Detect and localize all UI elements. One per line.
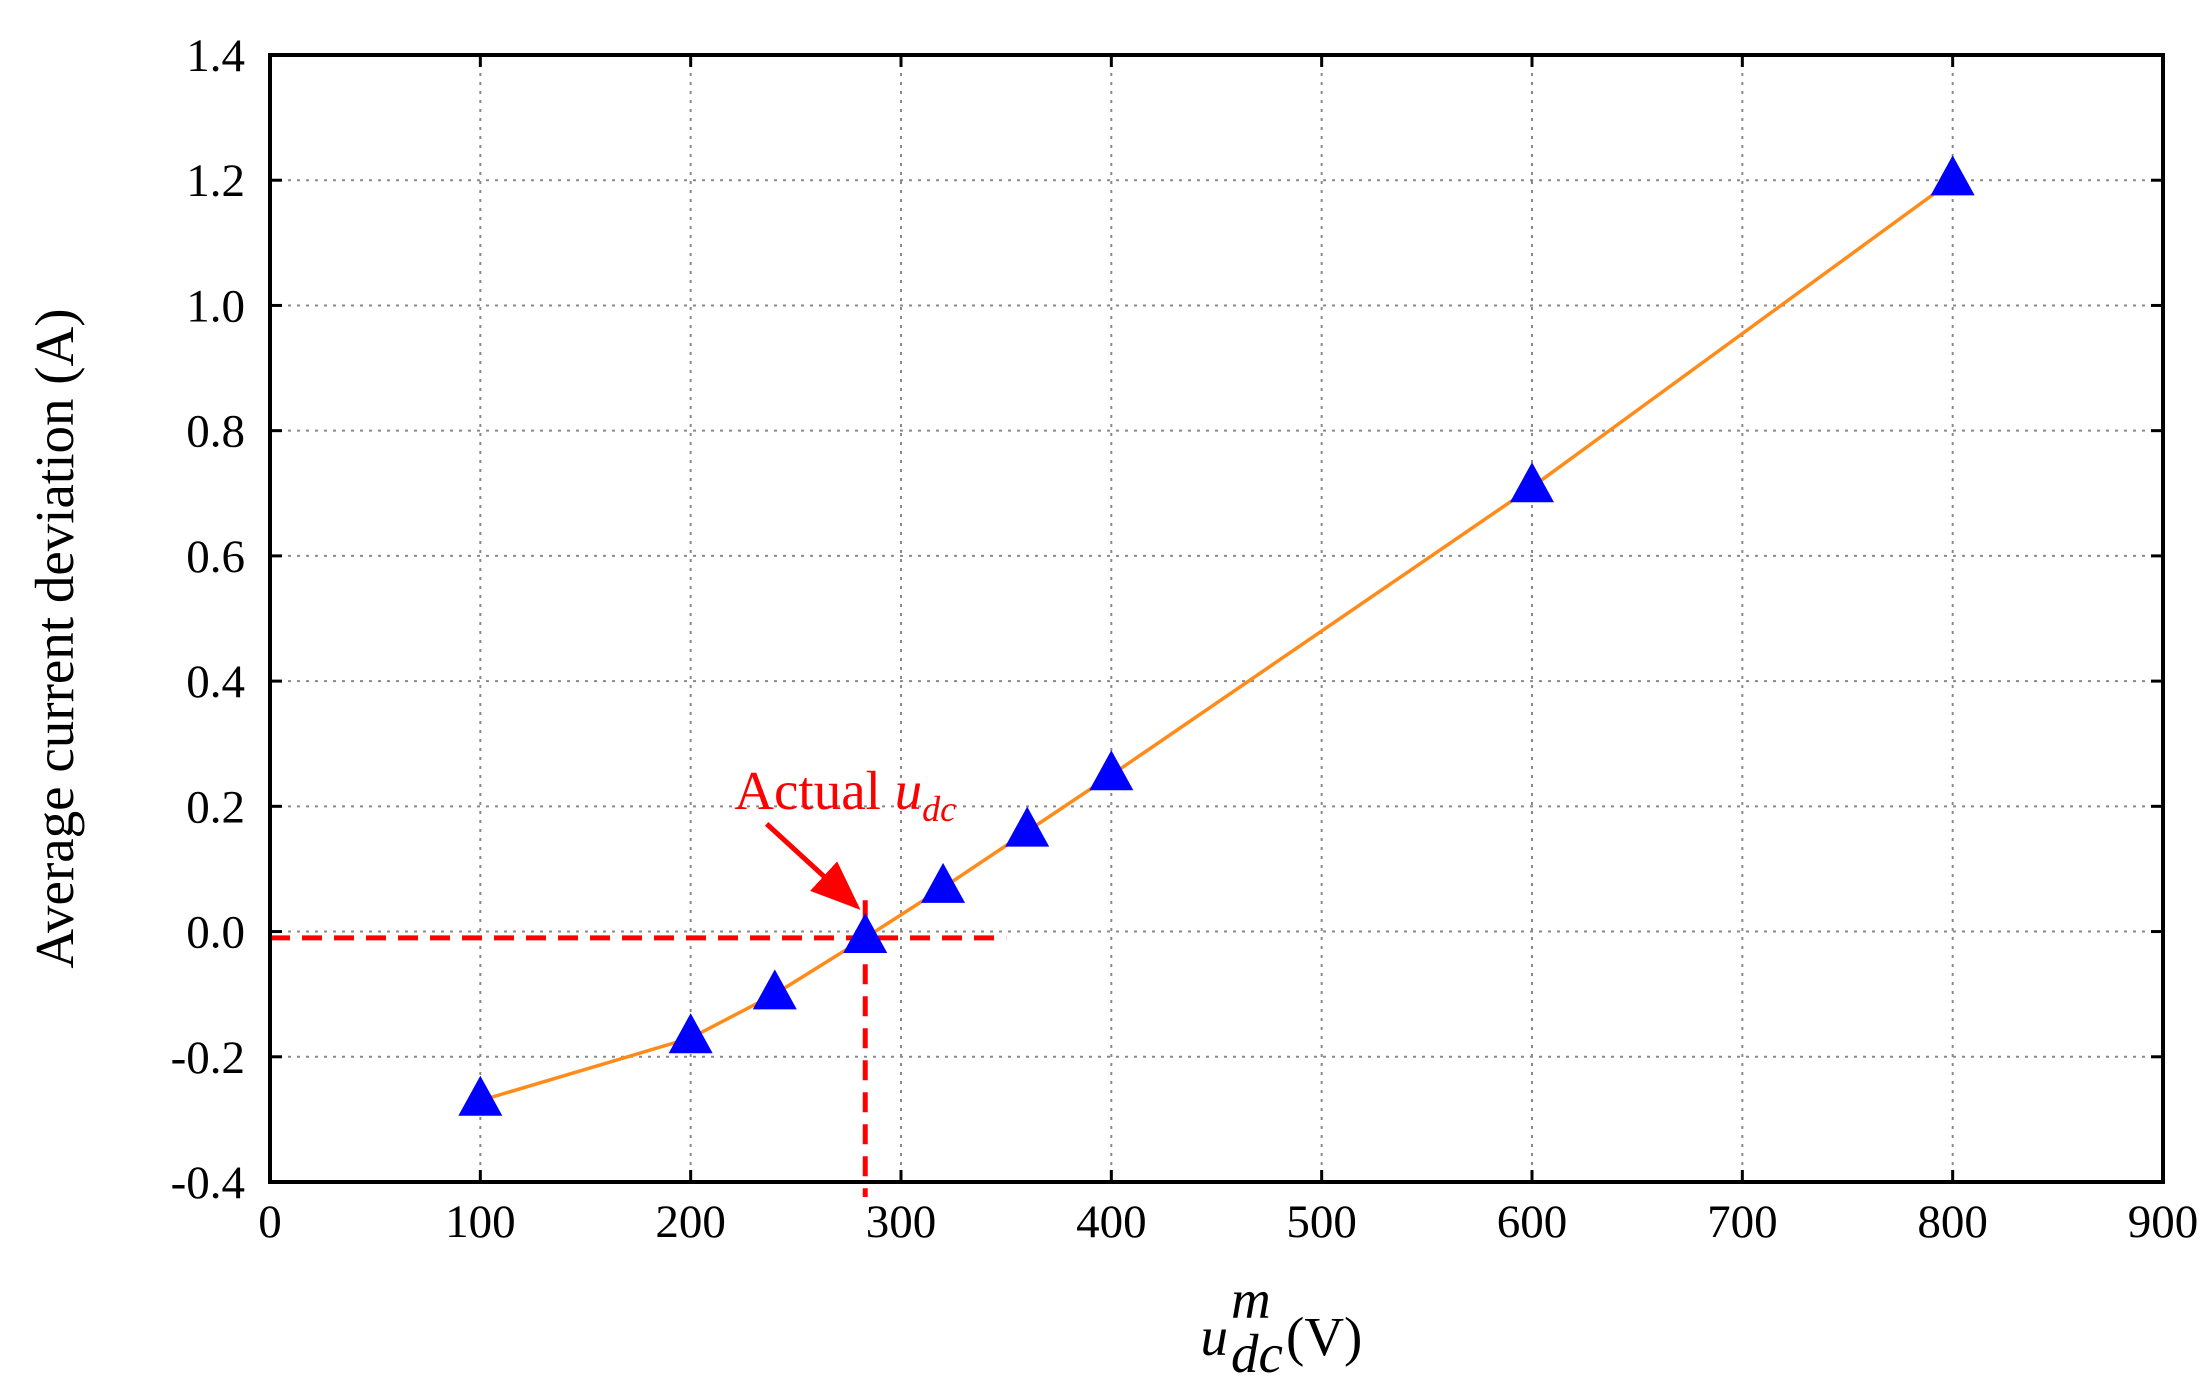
y-tick-label: 0.2: [186, 781, 245, 833]
x-tick-label: 200: [655, 1196, 726, 1248]
data-point-marker: [843, 913, 888, 954]
annotation-label-symbol: u: [895, 760, 923, 821]
y-tick-label: 0.8: [186, 406, 245, 458]
data-point-marker: [921, 862, 966, 903]
y-tick-label: -0.4: [171, 1157, 245, 1209]
reference-lines: [270, 900, 1007, 1197]
annotation-label-subscript: dc: [922, 789, 956, 829]
annotation-label: Actual udc: [734, 760, 956, 829]
data-point-marker: [1930, 155, 1975, 196]
x-axis-label-symbol: u: [1201, 1306, 1229, 1367]
x-axis-label-subscript: dc: [1231, 1323, 1283, 1384]
x-tick-label: 800: [1917, 1196, 1988, 1248]
y-axis-label: Average current deviation (A): [24, 308, 85, 968]
x-tick-label: 100: [445, 1196, 516, 1248]
axis-ticks: 0 100 200 300 400 500 600 700 800 900 -0.4 -0.2 0.0 0…: [171, 30, 2199, 1248]
x-tick-label: 700: [1707, 1196, 1778, 1248]
plot-frame: [268, 53, 2165, 1184]
data-point-marker: [752, 969, 797, 1010]
x-tick-label: 600: [1497, 1196, 1568, 1248]
data-point-marker: [668, 1013, 713, 1054]
x-axis-label: u m dc (V): [1201, 1269, 1363, 1384]
x-tick-label: 300: [866, 1196, 937, 1248]
y-tick-label: 0.0: [186, 907, 245, 959]
x-axis-label-superscript: m: [1231, 1269, 1271, 1330]
y-tick-label: 0.6: [186, 531, 245, 583]
y-tick-label: 1.2: [186, 155, 245, 207]
annotation-label-main: Actual: [734, 760, 894, 821]
y-tick-label: 1.0: [186, 280, 245, 332]
x-axis-label-unit: (V): [1286, 1306, 1362, 1367]
annotation: Actual udc: [734, 760, 956, 910]
annotation-arrow: [764, 822, 861, 910]
data-point-marker: [458, 1075, 503, 1116]
x-tick-label: 0: [258, 1196, 282, 1248]
data-point-marker: [1089, 750, 1134, 791]
data-point-marker: [1510, 462, 1554, 503]
x-tick-label: 500: [1286, 1196, 1357, 1248]
x-tick-label: 900: [2128, 1196, 2199, 1248]
series-line: [479, 178, 1954, 1103]
grid: [270, 55, 2163, 1182]
y-tick-label: 0.4: [186, 656, 245, 708]
y-tick-label: 1.4: [186, 30, 245, 82]
data-series: [458, 155, 1975, 1116]
data-point-marker: [1005, 806, 1050, 847]
y-tick-label: -0.2: [171, 1032, 245, 1084]
x-tick-label: 400: [1076, 1196, 1147, 1248]
